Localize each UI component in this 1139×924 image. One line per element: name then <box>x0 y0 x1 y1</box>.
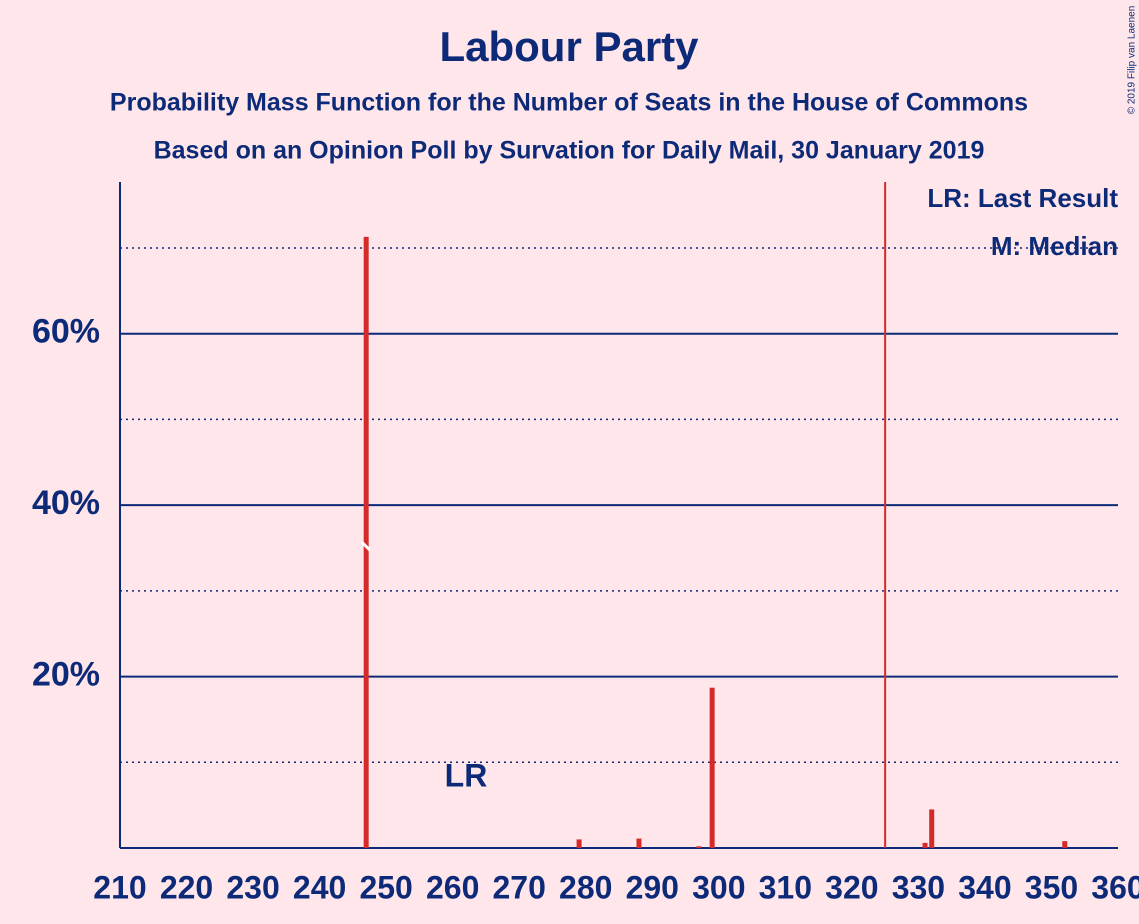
x-tick-label: 320 <box>825 869 878 905</box>
x-tick-label: 340 <box>958 869 1011 905</box>
x-tick-label: 260 <box>426 869 479 905</box>
bar <box>363 236 369 848</box>
median-marker <box>361 541 372 552</box>
y-tick-label: 20% <box>32 656 100 694</box>
copyright: © 2019 Filip van Laenen <box>1127 6 1138 115</box>
bar <box>709 687 715 848</box>
bar <box>696 846 702 848</box>
legend-entry: M: Median <box>991 231 1118 261</box>
legend-entry: LR: Last Result <box>927 183 1118 213</box>
x-tick-label: 310 <box>759 869 812 905</box>
x-tick-label: 250 <box>359 869 412 905</box>
x-tick-label: 290 <box>626 869 679 905</box>
x-tick-label: 350 <box>1025 869 1078 905</box>
bar <box>929 809 935 848</box>
x-tick-label: 280 <box>559 869 612 905</box>
x-tick-label: 220 <box>160 869 213 905</box>
chart-subtitle: Based on an Opinion Poll by Survation fo… <box>154 137 985 165</box>
bar <box>1062 841 1068 848</box>
x-tick-label: 210 <box>93 869 146 905</box>
chart-subtitle: Probability Mass Function for the Number… <box>110 89 1028 117</box>
x-tick-label: 230 <box>226 869 279 905</box>
y-tick-label: 40% <box>32 484 100 522</box>
chart-title: Labour Party <box>439 23 699 70</box>
x-tick-label: 300 <box>692 869 745 905</box>
bar <box>636 838 642 848</box>
bar <box>576 839 582 848</box>
x-tick-label: 240 <box>293 869 346 905</box>
x-tick-label: 330 <box>892 869 945 905</box>
x-tick-label: 270 <box>493 869 546 905</box>
y-tick-label: 60% <box>32 313 100 351</box>
bar <box>922 842 928 848</box>
last-result-label: LR <box>445 757 488 793</box>
x-tick-label: 360 <box>1091 869 1139 905</box>
